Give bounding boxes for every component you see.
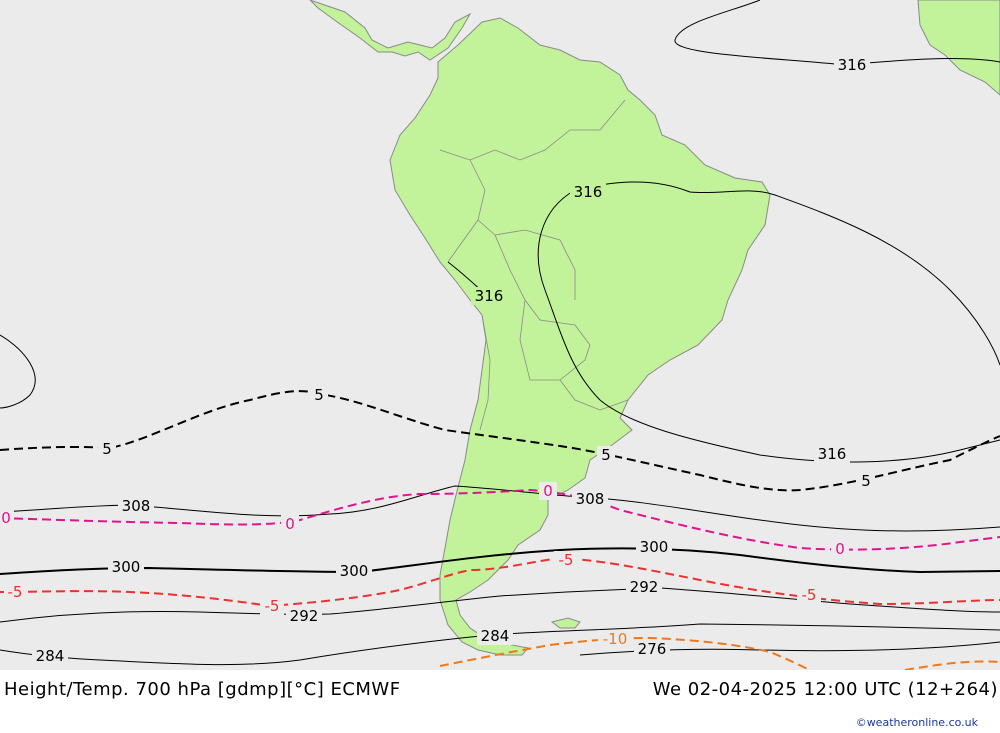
map-title: Height/Temp. 700 hPa [gdmp][°C] ECMWF	[4, 679, 401, 700]
falklands	[550, 617, 581, 629]
label-h316-andes: 316	[475, 287, 504, 305]
temperature-labels: 5 5 5 5 0 0 0 0 -5 -5 -5 -5 -10	[0, 386, 875, 648]
footer-bar	[0, 670, 1000, 733]
label-h308-west: 308	[122, 497, 151, 515]
label-t0-west: 0	[285, 515, 295, 533]
label-t5-east: 5	[861, 472, 871, 490]
height-contours	[0, 0, 1000, 666]
country-borders	[439, 99, 629, 431]
label-h292-west: 292	[290, 607, 319, 625]
central-america	[309, 0, 472, 61]
label-h308-east: 308	[576, 490, 605, 508]
label-t0-argentina: 0	[543, 482, 553, 500]
contour-316-brazil	[574, 181, 1000, 366]
label-h292-east: 292	[630, 578, 659, 596]
valid-time: We 02-04-2025 12:00 UTC (12+264)	[652, 679, 998, 700]
label-h284-east: 284	[481, 627, 510, 645]
label-h300-west: 300	[112, 558, 141, 576]
label-h300-east: 300	[640, 538, 669, 556]
height-labels: 316 316 316 316 308 308 300 300 300 292 …	[32, 56, 870, 665]
label-h316-brazil: 316	[574, 183, 603, 201]
label-h316-north: 316	[838, 56, 867, 74]
label-tm5-west: -5	[265, 597, 280, 615]
land	[309, 0, 1000, 656]
contour-292	[0, 587, 1000, 623]
temperature-contours	[0, 390, 1000, 670]
label-h300-mid: 300	[340, 562, 369, 580]
label-t5-pacific: 5	[314, 386, 324, 404]
label-t0-edge: 0	[1, 509, 11, 527]
label-tm5-east: -5	[802, 586, 817, 604]
isotherm-minus10	[439, 636, 811, 670]
label-t0-east: 0	[835, 540, 845, 558]
label-tm10: -10	[603, 630, 628, 648]
isotherm-5	[0, 390, 1000, 492]
label-t5-west: 5	[102, 440, 112, 458]
label-tm5-mid: -5	[559, 551, 574, 569]
label-t5-coast: 5	[601, 446, 611, 464]
isotherm-minus10-east	[904, 660, 1000, 670]
label-h316-atlantic: 316	[818, 445, 847, 463]
contour-316-south-america	[537, 189, 1000, 463]
label-h276: 276	[638, 640, 667, 658]
contour-284	[0, 623, 1000, 666]
label-tm5-edge: -5	[8, 583, 23, 601]
africa-corner	[917, 0, 1000, 96]
label-h284-west: 284	[36, 647, 65, 665]
contour-316-north	[674, 0, 1000, 66]
weather-map: 316 316 316 316 308 308 300 300 300 292 …	[0, 0, 1000, 670]
contour-300	[0, 547, 1000, 575]
contour-west-arc	[0, 334, 36, 409]
credit-link[interactable]: ©weatheronline.co.uk	[855, 716, 978, 729]
